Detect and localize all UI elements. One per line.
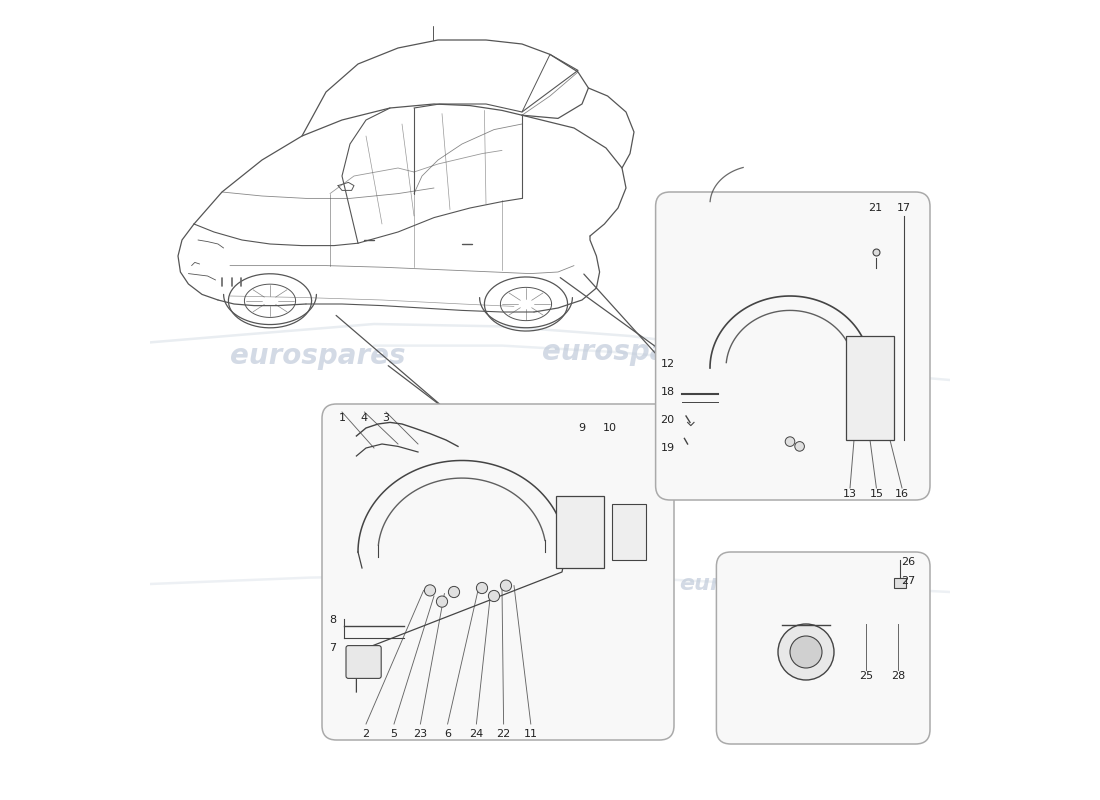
Bar [613, 504, 646, 560]
Circle shape [425, 585, 436, 596]
Text: 21: 21 [868, 203, 882, 213]
Text: 27: 27 [901, 576, 915, 586]
Text: 28: 28 [891, 671, 905, 681]
Circle shape [476, 582, 487, 594]
Text: 17: 17 [896, 203, 911, 213]
FancyBboxPatch shape [716, 552, 930, 744]
FancyBboxPatch shape [346, 646, 382, 678]
Circle shape [795, 442, 804, 451]
Circle shape [785, 437, 795, 446]
Text: 3: 3 [383, 413, 389, 422]
Text: 4: 4 [361, 413, 368, 422]
Text: 26: 26 [901, 557, 915, 566]
Text: 5: 5 [390, 730, 397, 739]
Text: 24: 24 [470, 730, 484, 739]
Text: 2: 2 [362, 730, 370, 739]
Text: 7: 7 [329, 643, 336, 653]
FancyBboxPatch shape [656, 192, 930, 500]
Text: 1: 1 [339, 413, 345, 422]
FancyBboxPatch shape [322, 404, 674, 740]
Text: 22: 22 [496, 730, 510, 739]
Circle shape [488, 590, 499, 602]
Text: 11: 11 [524, 730, 538, 739]
Bar [557, 496, 604, 568]
Text: 25: 25 [859, 671, 873, 681]
Text: 9: 9 [579, 423, 585, 433]
Bar [846, 336, 894, 440]
Circle shape [437, 596, 448, 607]
Circle shape [449, 586, 460, 598]
Text: 18: 18 [660, 387, 674, 397]
Text: 8: 8 [329, 615, 336, 625]
Text: eurospares: eurospares [542, 338, 717, 366]
Circle shape [778, 624, 834, 680]
Text: 16: 16 [895, 490, 909, 499]
Bar [894, 578, 906, 588]
Text: 20: 20 [660, 415, 674, 425]
Text: 23: 23 [414, 730, 428, 739]
Text: eurospares: eurospares [375, 572, 534, 596]
Text: 13: 13 [843, 490, 857, 499]
Text: 12: 12 [660, 359, 674, 369]
Circle shape [790, 636, 822, 668]
Circle shape [500, 580, 512, 591]
Text: eurospares: eurospares [680, 574, 821, 594]
Text: 15: 15 [869, 490, 883, 499]
Text: 19: 19 [660, 443, 674, 453]
Text: eurospares: eurospares [230, 342, 406, 370]
Text: 6: 6 [444, 730, 451, 739]
Text: 10: 10 [603, 423, 617, 433]
